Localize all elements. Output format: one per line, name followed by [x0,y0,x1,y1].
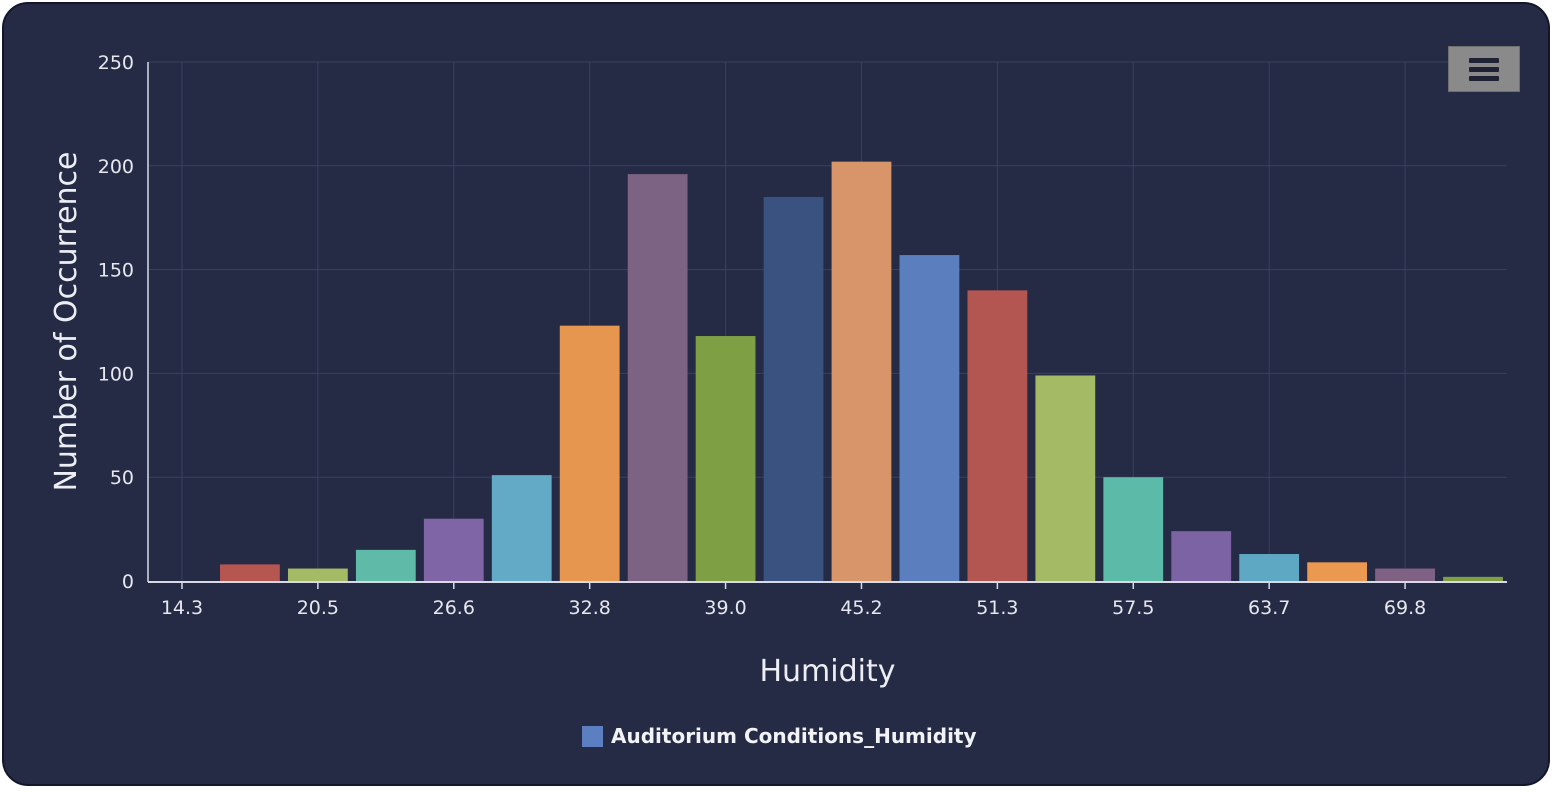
y-tick-label: 100 [98,363,134,385]
bar [1035,375,1096,581]
chart-menu-button[interactable] [1448,46,1520,92]
x-tick-label: 39.0 [704,597,746,619]
x-tick-label: 26.6 [433,597,475,619]
bar [220,564,280,581]
bar [1239,554,1300,581]
legend-swatch [582,725,603,747]
bar [1103,477,1164,581]
bar [287,568,348,581]
bar [559,325,620,581]
x-axis-title: Humidity [759,654,895,689]
x-tick-label: 57.5 [1112,597,1154,619]
bar [1443,576,1503,581]
bar [355,549,416,581]
x-tick-label: 51.3 [976,597,1018,619]
y-tick-label: 200 [98,156,134,178]
y-tick-label: 0 [122,571,134,593]
x-tick-label: 63.7 [1248,597,1290,619]
bar [695,336,756,581]
x-tick-label: 69.8 [1384,597,1426,619]
bar [1307,562,1368,581]
y-axis-title: Number of Occurrence [49,151,84,491]
bar [1171,531,1232,581]
bar [491,475,552,581]
x-tick-label: 45.2 [840,597,882,619]
bar [627,174,688,581]
bar [967,290,1028,581]
legend-label: Auditorium Conditions_Humidity [611,724,977,748]
bar [899,255,960,581]
bar [831,161,892,581]
y-tick-label: 50 [110,467,134,489]
x-tick-label: 20.5 [297,597,339,619]
x-tick-label: 32.8 [569,597,611,619]
chart-canvas: 0 50 100 150 200 250 14.3 20.5 26.6 32.8 39.0 45.2 5… [49,52,1507,689]
bar [423,518,484,581]
bar [763,196,824,581]
y-tick-label: 250 [98,52,134,74]
y-tick-label: 150 [98,260,134,282]
bar [1375,568,1435,581]
x-tick-label: 14.3 [161,597,203,619]
legend[interactable]: Auditorium Conditions_Humidity [582,722,977,750]
